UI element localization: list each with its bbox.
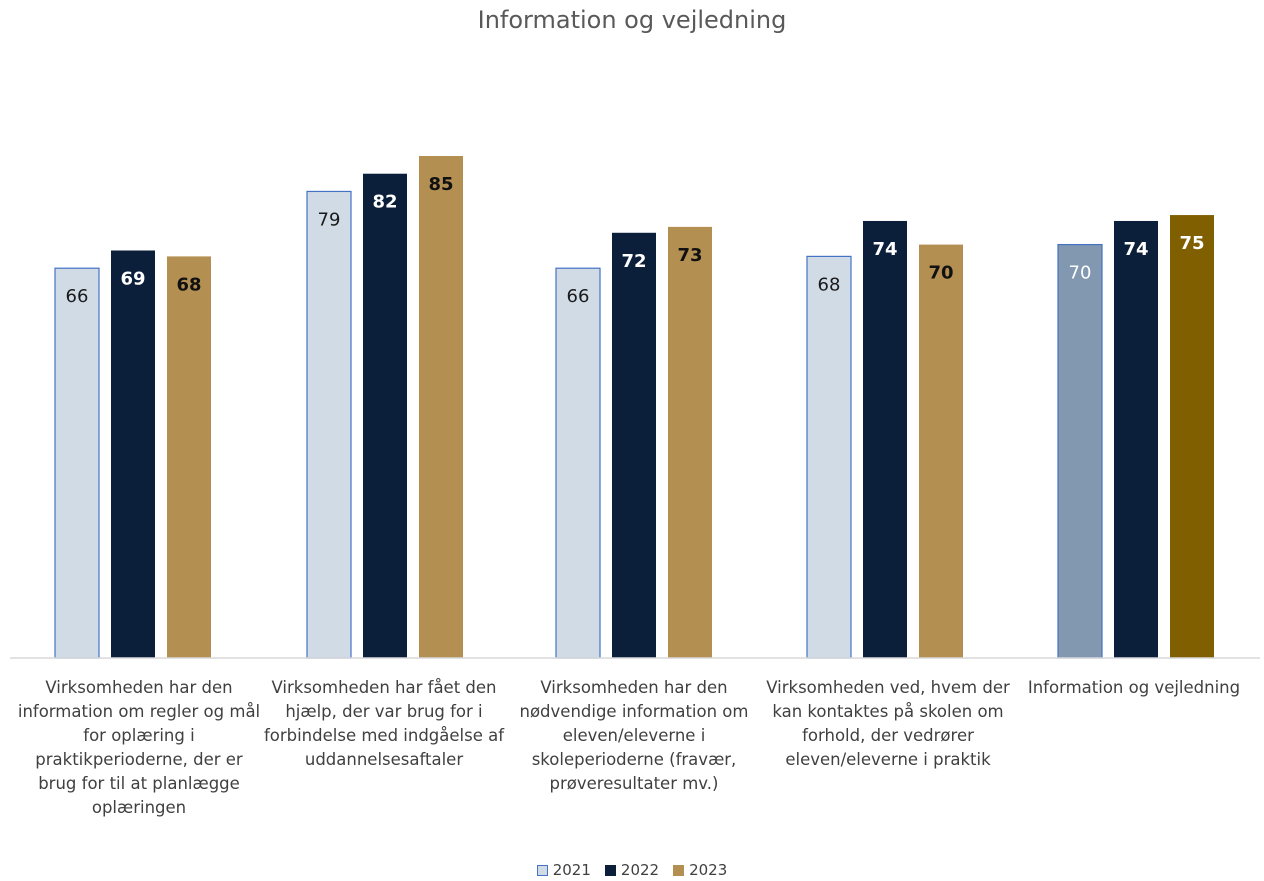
bar-2021-1 — [54, 267, 100, 659]
data-label-2022-1: 69 — [120, 268, 145, 289]
bar-2023-3 — [668, 226, 712, 658]
bar-2021-4 — [806, 255, 852, 659]
legend: 2021 2022 2023 — [0, 861, 1264, 879]
bar-2022-5 — [1114, 220, 1158, 658]
data-label-2021-4: 68 — [818, 274, 841, 295]
bar-2023-4 — [919, 244, 963, 658]
legend-item-2022: 2022 — [604, 861, 660, 879]
data-label-2022-5: 74 — [1123, 239, 1148, 260]
bar-2022-1 — [111, 250, 155, 658]
data-label-2021-3: 66 — [567, 286, 590, 307]
category-label-1: Virksomheden har den information om regl… — [17, 678, 261, 817]
data-label-2023-3: 73 — [677, 245, 702, 266]
bar-2021-5 — [1057, 243, 1103, 659]
legend-swatch-2021 — [536, 864, 548, 876]
data-label-2021-1: 66 — [66, 286, 89, 307]
bar-2023-5 — [1170, 215, 1214, 658]
category-label-5: Information og vejledning — [1027, 678, 1241, 697]
data-label-2021-2: 79 — [318, 209, 341, 230]
data-label-2022-3: 72 — [621, 251, 646, 272]
category-label-4: Virksomheden ved, hvem der kan kontaktes… — [766, 678, 1010, 769]
legend-item-2021: 2021 — [536, 861, 591, 879]
data-label-2021-5: 70 — [1069, 263, 1092, 284]
data-label-2023-2: 85 — [428, 174, 453, 195]
legend-label-2021: 2021 — [552, 861, 591, 879]
legend-item-2023: 2023 — [673, 861, 727, 879]
bar-2023-2 — [419, 156, 463, 658]
bar-2022-3 — [612, 232, 656, 658]
category-label-3: Virksomheden har den nødvendige informat… — [519, 678, 749, 793]
bar-2023-1 — [167, 256, 211, 658]
bar-2021-2 — [306, 190, 352, 659]
legend-label-2023: 2023 — [689, 861, 728, 879]
legend-swatch-2023 — [673, 864, 685, 876]
legend-swatch-2022 — [604, 864, 616, 876]
bar-2022-4 — [863, 220, 907, 658]
data-label-2023-5: 75 — [1179, 233, 1204, 254]
data-label-2022-2: 82 — [372, 192, 397, 213]
bars-group: 66 79 66 68 70 69 82 72 74 74 68 85 73 70 75 — [54, 156, 1214, 659]
chart-title: Information og vejledning — [477, 6, 787, 34]
category-label-2: Virksomheden har fået den hjælp, der var… — [263, 678, 505, 769]
bar-2021-3 — [555, 267, 601, 659]
data-label-2022-4: 74 — [872, 239, 897, 260]
data-label-2023-1: 68 — [176, 274, 201, 295]
bar-2022-2 — [363, 173, 407, 658]
data-label-2023-4: 70 — [928, 263, 953, 284]
legend-label-2022: 2022 — [620, 861, 660, 879]
